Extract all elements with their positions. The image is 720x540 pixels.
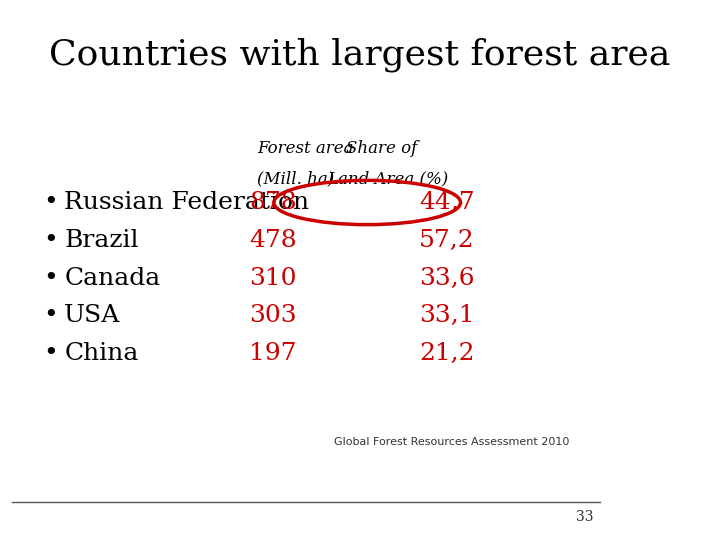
Text: 878: 878 [249, 191, 297, 214]
Text: Brazil: Brazil [64, 229, 139, 252]
Text: Land Area (%): Land Area (%) [328, 170, 449, 187]
Text: •: • [42, 229, 58, 252]
Text: Global Forest Resources Assessment 2010: Global Forest Resources Assessment 2010 [334, 437, 569, 448]
Text: 44,7: 44,7 [419, 191, 474, 214]
Text: 33: 33 [576, 510, 593, 524]
Text: Canada: Canada [64, 267, 161, 289]
Text: 33,6: 33,6 [419, 267, 474, 289]
Text: 57,2: 57,2 [419, 229, 474, 252]
Text: (Mill. ha): (Mill. ha) [257, 170, 334, 187]
Text: •: • [42, 305, 58, 327]
Text: 33,1: 33,1 [419, 305, 474, 327]
Text: Russian Federation: Russian Federation [64, 191, 310, 214]
Text: 478: 478 [249, 229, 297, 252]
Text: Forest area: Forest area [257, 140, 354, 157]
Text: •: • [42, 191, 58, 214]
Text: •: • [42, 342, 58, 365]
Text: USA: USA [64, 305, 121, 327]
Text: 310: 310 [249, 267, 297, 289]
Text: 197: 197 [249, 342, 297, 365]
Text: Share of: Share of [346, 140, 417, 157]
Text: 21,2: 21,2 [419, 342, 474, 365]
Text: 303: 303 [249, 305, 297, 327]
Text: •: • [42, 267, 58, 289]
Text: China: China [64, 342, 139, 365]
Text: Countries with largest forest area: Countries with largest forest area [49, 38, 670, 72]
